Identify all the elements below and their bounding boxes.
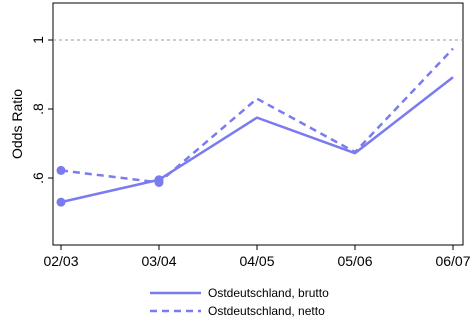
legend-label: Ostdeutschland, netto: [208, 304, 325, 318]
data-point: [56, 197, 66, 207]
x-tick-label: 02/03: [43, 253, 78, 269]
y-tick-label: 1: [30, 36, 46, 44]
y-axis-title: Odds Ratio: [9, 89, 25, 159]
x-tick-label: 05/06: [337, 253, 372, 269]
x-tick-label: 04/05: [239, 253, 274, 269]
legend: Ostdeutschland, brutto Ostdeutschland, ne…: [150, 286, 329, 318]
legend-label: Ostdeutschland, brutto: [208, 286, 329, 300]
plot-frame: [52, 2, 464, 246]
x-tick-label: 03/04: [141, 253, 176, 269]
series-layer: [56, 47, 454, 207]
series-line-netto: [60, 47, 454, 184]
y-axis: .6 .8 1: [30, 36, 53, 184]
data-point: [56, 165, 66, 175]
y-tick-label: .8: [30, 103, 46, 115]
x-axis: 02/03 03/04 04/05 05/06 06/07: [43, 245, 471, 269]
data-point: [154, 177, 164, 187]
series-line-brutto: [60, 76, 454, 204]
x-tick-label: 06/07: [435, 253, 470, 269]
y-tick-label: .6: [30, 172, 46, 184]
